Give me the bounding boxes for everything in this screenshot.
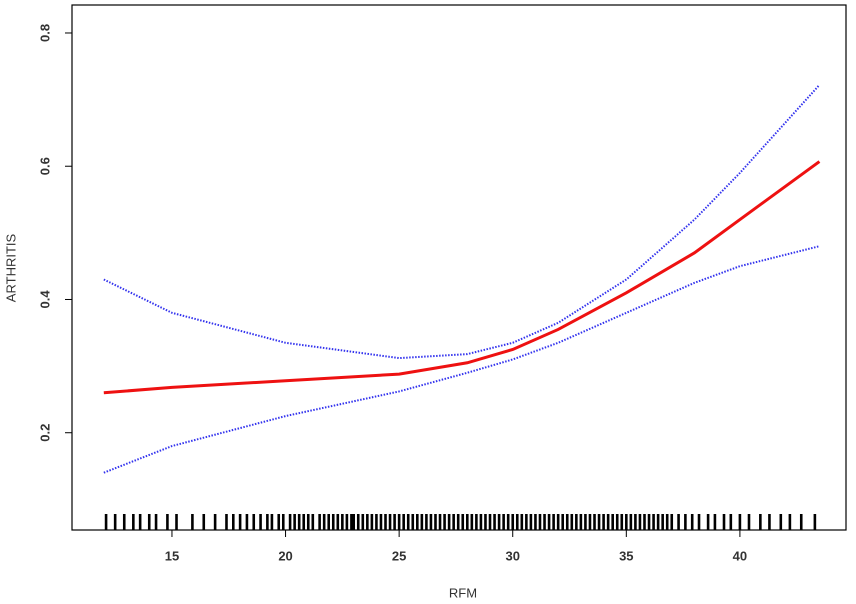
series-line bbox=[103, 160, 821, 395]
x-tick-label: 30 bbox=[505, 548, 519, 563]
x-tick-label: 15 bbox=[165, 548, 179, 563]
y-tick-label: 0.8 bbox=[37, 24, 52, 42]
y-tick-label: 0.6 bbox=[37, 157, 52, 175]
y-tick-label: 0.2 bbox=[37, 424, 52, 442]
series-line bbox=[103, 84, 821, 360]
x-tick-label: 40 bbox=[733, 548, 747, 563]
series-line bbox=[103, 245, 820, 474]
x-tick-label: 25 bbox=[392, 548, 406, 563]
x-tick-label: 35 bbox=[619, 548, 633, 563]
plot-frame bbox=[71, 4, 847, 531]
y-axis-label: ARTHRITIS bbox=[3, 233, 18, 302]
x-axis-label: RFM bbox=[449, 585, 477, 600]
y-tick-label: 0.4 bbox=[37, 290, 52, 309]
x-tick-label: 20 bbox=[278, 548, 292, 563]
